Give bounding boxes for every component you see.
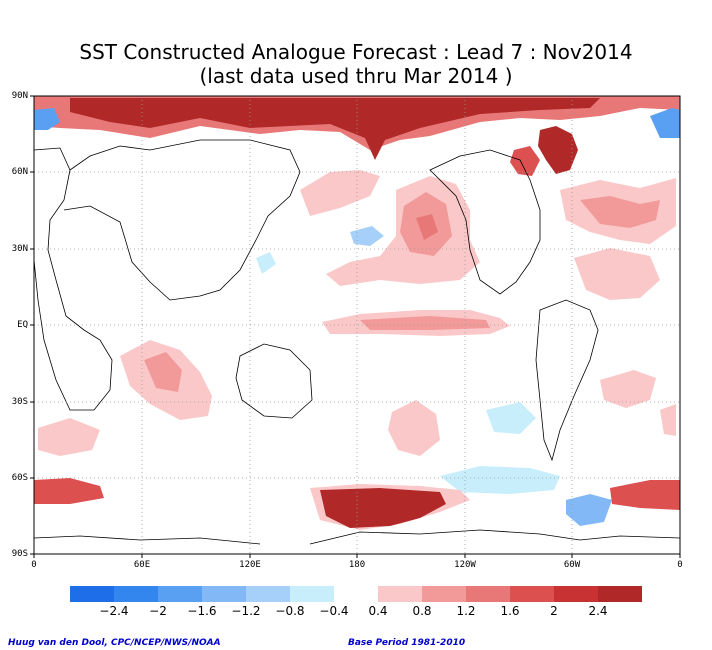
- legend-swatch-negative: [70, 586, 114, 602]
- legend-swatch-positive: [378, 586, 422, 602]
- legend-swatch-positive: [466, 586, 510, 602]
- anomaly-region-southern-ocean-atlantic-cold: [566, 494, 612, 526]
- anomaly-region-south-atlantic-east: [660, 404, 676, 436]
- axis-ticks: [30, 95, 681, 558]
- lat-label: 30S: [11, 397, 28, 407]
- anomaly-region-subtropical-atlantic: [574, 248, 660, 300]
- anomaly-region-southern-ocean-east: [610, 480, 680, 510]
- anomaly-region-arctic-core: [70, 98, 600, 160]
- anomaly-region-north-pacific: [300, 170, 380, 216]
- anomaly-region-south-pacific-cold: [486, 402, 536, 434]
- legend-label: 2: [550, 604, 558, 618]
- legend-label: 1.6: [500, 604, 520, 618]
- lon-label: 60E: [133, 560, 151, 570]
- anomaly-region-arctic-cold-west: [34, 108, 60, 130]
- legend-label: −0.4: [319, 604, 349, 618]
- lat-label: EQ: [17, 320, 28, 330]
- legend-label: 0.4: [368, 604, 388, 618]
- anomaly-region-southern-ocean-pacific-cold: [440, 466, 560, 494]
- legend-swatch-positive: [422, 586, 466, 602]
- coastlines: [34, 139, 680, 545]
- legend-label: −2: [149, 604, 167, 618]
- anomaly-region-south-indian-west: [38, 418, 100, 456]
- legend-negative-bar: [70, 586, 334, 602]
- anomaly-region-northeast-pacific-hot: [416, 214, 438, 240]
- legend-swatch-positive: [554, 586, 598, 602]
- legend-swatch-negative: [290, 586, 334, 602]
- legend-swatch-negative: [114, 586, 158, 602]
- lon-label: 0: [677, 560, 683, 570]
- anomaly-region-arctic-cold-east: [650, 108, 680, 138]
- map-subtitle: (last data used thru Mar 2014 ): [199, 64, 513, 88]
- legend-label: −1.6: [187, 604, 217, 618]
- lon-label: 60W: [563, 560, 581, 570]
- lat-label: 60S: [11, 473, 28, 483]
- anomaly-region-ross-sea-core: [320, 488, 446, 528]
- anomaly-region-baltic: [510, 146, 540, 176]
- credit-text: Huug van den Dool, CPC/NCEP/NWS/NOAA: [8, 638, 221, 648]
- anomaly-region-barents: [538, 126, 578, 174]
- lat-label: 30N: [11, 244, 28, 254]
- anomaly-region-south-atlantic: [600, 370, 656, 408]
- base-period-text: Base Period 1981-2010: [348, 638, 466, 648]
- legend-label: 2.4: [588, 604, 608, 618]
- anomaly-region-south-pacific: [388, 400, 440, 456]
- lon-label: 120E: [239, 560, 261, 570]
- lon-label: 120W: [454, 560, 476, 570]
- legend-swatch-positive: [510, 586, 554, 602]
- map-title: SST Constructed Analogue Forecast : Lead…: [79, 40, 633, 64]
- graticule: [34, 96, 680, 554]
- lat-label: 90S: [11, 549, 28, 559]
- legend-swatch-negative: [158, 586, 202, 602]
- anomaly-region-equatorial-pacific-core: [360, 316, 490, 330]
- legend-label: −0.8: [275, 604, 305, 618]
- lat-label: 60N: [11, 167, 28, 177]
- legend-positive-bar: [378, 586, 642, 602]
- anomaly-region-north-atlantic-core: [580, 196, 660, 228]
- lon-label: 180: [348, 560, 366, 570]
- anomaly-region-west-pacific-cold: [256, 252, 276, 274]
- legend-swatch-positive: [598, 586, 642, 602]
- legend-label: −2.4: [99, 604, 129, 618]
- legend-label: −1.2: [231, 604, 261, 618]
- anomaly-region-south-indian-core: [144, 352, 182, 392]
- legend-swatch-negative: [246, 586, 290, 602]
- legend-label: 1.2: [456, 604, 476, 618]
- anomaly-region-northwest-pacific-cold: [350, 226, 384, 246]
- legend-label: 0.8: [412, 604, 432, 618]
- lat-label: 90N: [11, 91, 28, 101]
- anomaly-region-southern-ocean-west: [34, 478, 104, 504]
- legend-swatch-negative: [202, 586, 246, 602]
- lon-label: 0: [31, 560, 37, 570]
